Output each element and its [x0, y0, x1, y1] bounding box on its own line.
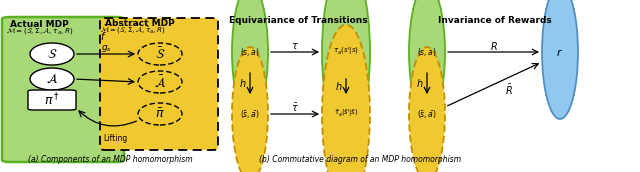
Text: Invariance of Rewards: Invariance of Rewards — [438, 16, 552, 25]
FancyBboxPatch shape — [28, 90, 76, 110]
Text: Actual MDP: Actual MDP — [10, 20, 68, 29]
Ellipse shape — [232, 47, 268, 172]
Text: $\bar{\mathcal{A}}$: $\bar{\mathcal{A}}$ — [154, 74, 166, 90]
Ellipse shape — [138, 43, 182, 65]
Text: $R$: $R$ — [490, 40, 498, 52]
FancyBboxPatch shape — [2, 17, 124, 162]
Ellipse shape — [322, 25, 370, 172]
Text: Lifting: Lifting — [103, 134, 127, 143]
Text: $g_s$: $g_s$ — [100, 44, 111, 55]
Text: $\tau$: $\tau$ — [291, 41, 299, 51]
Ellipse shape — [30, 68, 74, 90]
Text: $\mathcal{S}$: $\mathcal{S}$ — [47, 47, 57, 61]
Text: $\bar{\mathcal{M}}=(\bar{\mathcal{S}},\bar{\Sigma},\bar{\mathcal{A}},\bar{\tau}_: $\bar{\mathcal{M}}=(\bar{\mathcal{S}},\b… — [100, 24, 165, 36]
Text: Abstract MDP: Abstract MDP — [105, 19, 175, 28]
Text: $\bar{\tau}$: $\bar{\tau}$ — [291, 102, 299, 114]
Text: Equivariance of Transitions: Equivariance of Transitions — [228, 16, 367, 25]
Ellipse shape — [409, 47, 445, 172]
Ellipse shape — [409, 0, 445, 119]
Text: $r$: $r$ — [556, 46, 564, 57]
Text: $\bar{\tau}_a(\bar{s}^\prime|\bar{s})$: $\bar{\tau}_a(\bar{s}^\prime|\bar{s})$ — [334, 108, 358, 120]
Text: $(s,a)$: $(s,a)$ — [240, 46, 260, 58]
Text: $h$: $h$ — [239, 77, 247, 89]
Text: $\bar{\mathcal{S}}$: $\bar{\mathcal{S}}$ — [155, 46, 165, 62]
FancyBboxPatch shape — [100, 18, 218, 150]
Text: $\bar{\pi}$: $\bar{\pi}$ — [155, 107, 165, 121]
Text: $\pi^\dagger$: $\pi^\dagger$ — [44, 92, 60, 108]
Text: $\bar{R}$: $\bar{R}$ — [505, 83, 513, 97]
Text: $f$: $f$ — [100, 30, 107, 42]
Text: $\mathcal{A}$: $\mathcal{A}$ — [46, 72, 58, 86]
Ellipse shape — [138, 103, 182, 125]
Text: $h$: $h$ — [335, 80, 343, 92]
Text: $(s,a)$: $(s,a)$ — [417, 46, 437, 58]
Text: $\tau_a(s^\prime|s)$: $\tau_a(s^\prime|s)$ — [333, 46, 359, 58]
Text: $h$: $h$ — [416, 77, 424, 89]
Text: $(\bar{s},\bar{a})$: $(\bar{s},\bar{a})$ — [417, 108, 437, 120]
Text: (a) Components of an MDP homomorphism: (a) Components of an MDP homomorphism — [28, 155, 192, 164]
Text: $(\bar{s},\bar{a})$: $(\bar{s},\bar{a})$ — [240, 108, 260, 120]
Ellipse shape — [322, 0, 370, 141]
Text: $\mathcal{M}=(\mathcal{S},\Sigma,\mathcal{A},\tau_a,R)$: $\mathcal{M}=(\mathcal{S},\Sigma,\mathca… — [6, 25, 74, 36]
Ellipse shape — [30, 43, 74, 65]
Ellipse shape — [542, 0, 578, 119]
Ellipse shape — [232, 0, 268, 119]
Text: (b) Commutative diagram of an MDP homomorphism: (b) Commutative diagram of an MDP homomo… — [259, 155, 461, 164]
Ellipse shape — [138, 71, 182, 93]
